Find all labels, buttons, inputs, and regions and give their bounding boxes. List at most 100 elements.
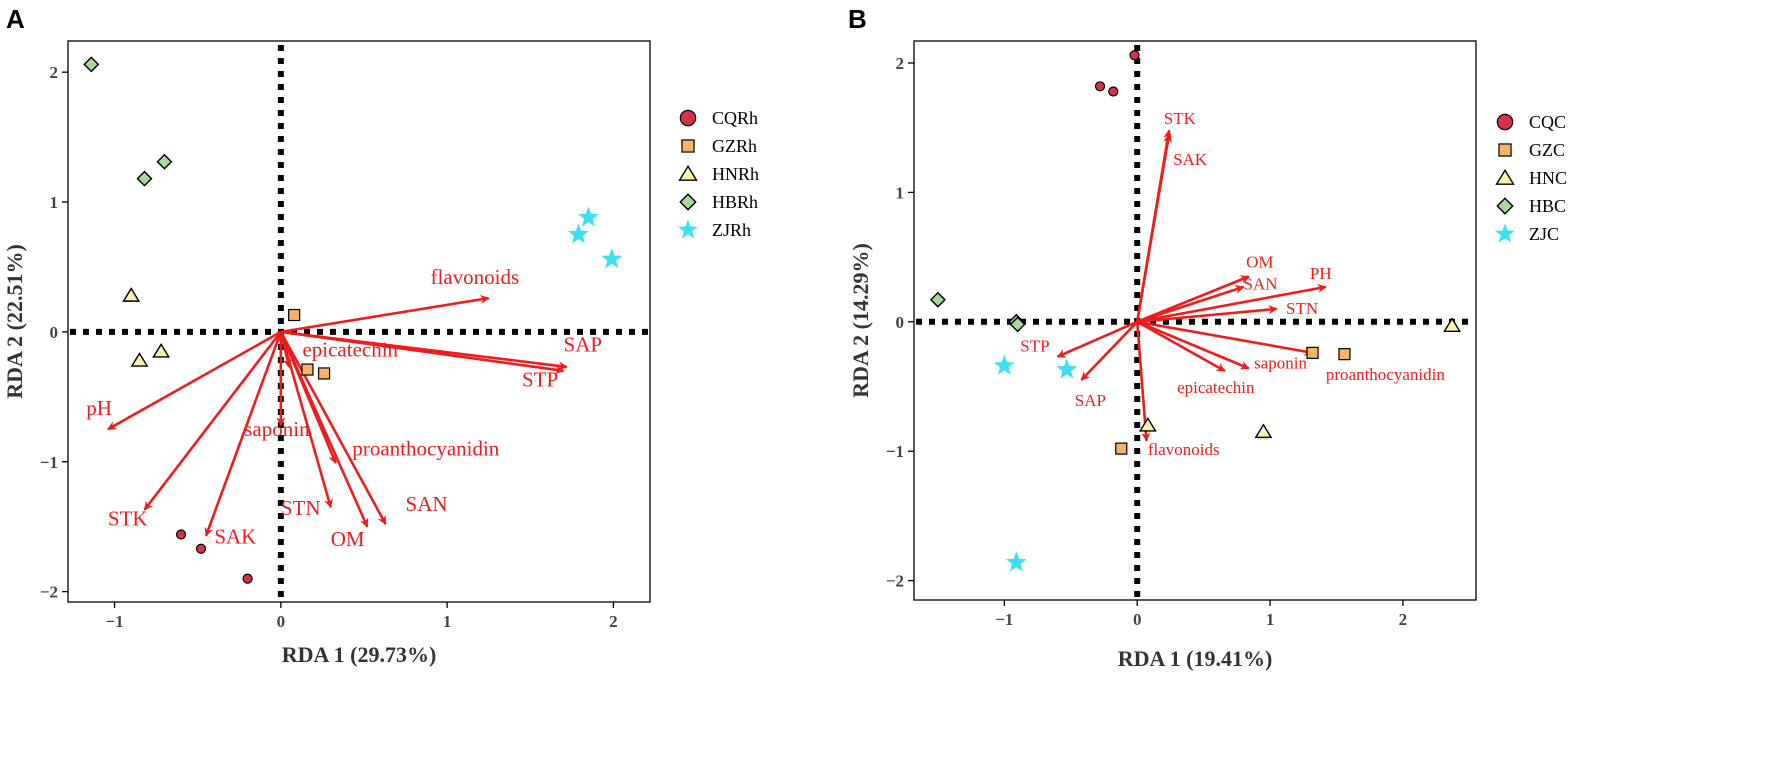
x-axis-label: RDA 1 (19.41%) [1118,646,1273,671]
legend-symbol-CQC [1496,113,1514,131]
arrow-STP: STP [280,330,565,391]
legend-label: HNC [1529,168,1567,188]
data-point-GZC [1306,346,1319,359]
series-ZJRh [568,206,623,269]
arrow-label: epicatechin [1177,378,1255,397]
arrow-label: STN [281,496,321,520]
legend-label: GZRh [712,136,757,156]
y-tick-label: 0 [896,313,905,332]
arrow-label: saponin [1254,353,1307,372]
legend-item-CQRh: CQRh [679,108,758,128]
x-tick-label: −1 [105,612,123,631]
legend-item-HBRh: HBRh [679,192,758,212]
y-axis-label: RDA 2 (22.51%) [2,244,27,399]
legend-symbol-HBC [1496,197,1514,215]
data-point-ZJC [1005,551,1027,572]
legend-symbol-HNRh [678,164,698,181]
arrow-label: SAN [406,492,448,516]
legend-label: CQC [1529,112,1566,132]
x-tick-label: 2 [1399,610,1408,629]
arrow-line [280,294,490,334]
arrow-SAK: SAK [204,331,283,549]
arrow-OM: OM [1136,252,1274,323]
arrow-SAP: SAP [1075,320,1139,410]
data-point-CQC [1129,50,1140,61]
arrow-proanthocyanidin: proanthocyanidin [1136,320,1445,384]
x-tick-label: 1 [1266,610,1275,629]
legend-label: HBRh [712,192,758,212]
arrow-flavonoids: flavonoids [1135,321,1220,459]
plot-frame [67,40,651,603]
y-tick-label: −1 [886,442,904,461]
arrow-flavonoids: flavonoids [280,265,519,334]
panel-B: B −1 0 1 2 −2 −1 0 1 2 RDA 1 (19.41%) RDA 2 (14.29%… [848,4,1567,671]
legend-item-HNC: HNC [1495,168,1567,188]
legend-item-ZJRh: ZJRh [678,219,751,240]
data-point-ZJRh [578,206,599,227]
series-HBC [929,291,1026,333]
arrow-label: STP [522,367,558,391]
data-point-GZRh [317,367,331,380]
y-tick-label: −2 [40,583,58,602]
arrow-line [143,331,282,511]
arrow-line [280,330,565,375]
arrow-epicatechin: epicatechin [1136,320,1255,397]
series-HNC [1138,317,1462,439]
data-point-GZRh [288,308,301,322]
arrow-line [1135,133,1173,323]
arrow-line [1080,320,1139,381]
arrow-label: SAN [1243,274,1277,293]
arrow-label: OM [331,527,365,551]
panel-label: A [6,4,25,34]
data-point-CQC [1094,81,1106,92]
data-point-HNRh [122,287,141,302]
x-tick-label: 1 [443,612,452,631]
legend: CQRh GZRh HNRh HBRh ZJRh [678,108,759,240]
arrow-label: flavonoids [1148,440,1220,459]
arrow-line [1136,283,1327,324]
arrow-label: proanthocyanidin [352,436,499,460]
data-point-CQC [1108,86,1119,97]
legend-item-GZC: GZC [1498,140,1565,160]
y-tick-label: 1 [50,193,59,212]
arrow-epicatechin: epicatechin [279,331,399,368]
arrow-line [107,330,282,431]
y-tick-label: 2 [896,54,905,73]
arrow-SAK: SAK [1135,133,1208,323]
arrow-line [1136,320,1226,373]
data-point-HBRh [83,56,100,73]
arrow-SAN: SAN [1136,274,1278,324]
series-HBRh [83,56,173,187]
data-point-GZC [1115,442,1128,455]
data-point-HNRh [152,343,171,358]
arrow-label: SAK [214,525,256,549]
x-tick-label: −1 [995,610,1013,629]
data-point-HNRh [130,352,149,367]
data-point-ZJC [993,354,1015,375]
arrow-STN: STN [1137,299,1318,324]
arrow-line [279,331,369,528]
arrow-SAN: SAN [279,331,448,525]
arrow-label: STK [1164,109,1197,128]
data-point-HBRh [156,153,173,170]
arrow-label: OM [1246,252,1273,271]
legend-symbol-ZJC [1495,223,1515,243]
legend-label: HNRh [712,164,759,184]
arrow-saponin: saponin [1136,320,1308,372]
data-point-ZJRh [568,223,589,244]
arrow-saponin: saponin [244,331,310,441]
arrow-label: STK [108,506,148,530]
data-point-CQRh [195,543,207,554]
legend-symbol-GZC [1498,143,1512,157]
series-GZRh [288,308,331,380]
arrow-line [1137,305,1278,324]
panel-label: B [848,4,867,34]
legend-symbol-CQRh [679,109,697,127]
series-ZJC [993,354,1078,572]
legend: CQC GZC HNC HBC ZJC [1495,112,1567,244]
arrow-label: saponin [244,417,310,441]
x-tick-label: 2 [609,612,618,631]
data-point-CQRh [242,573,253,584]
data-point-GZRh [301,363,314,376]
x-axis-label: RDA 1 (29.73%) [282,642,437,667]
